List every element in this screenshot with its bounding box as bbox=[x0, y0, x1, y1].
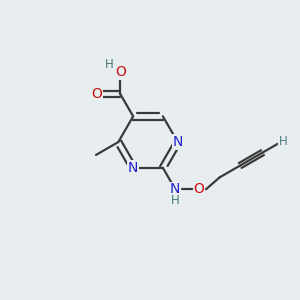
Text: H: H bbox=[105, 58, 114, 71]
Text: O: O bbox=[115, 65, 126, 79]
Text: H: H bbox=[279, 135, 287, 148]
Text: N: N bbox=[170, 182, 181, 196]
Text: N: N bbox=[172, 135, 183, 149]
Text: O: O bbox=[194, 182, 205, 196]
Text: O: O bbox=[91, 87, 102, 101]
Text: H: H bbox=[171, 194, 180, 207]
Text: N: N bbox=[128, 161, 138, 175]
